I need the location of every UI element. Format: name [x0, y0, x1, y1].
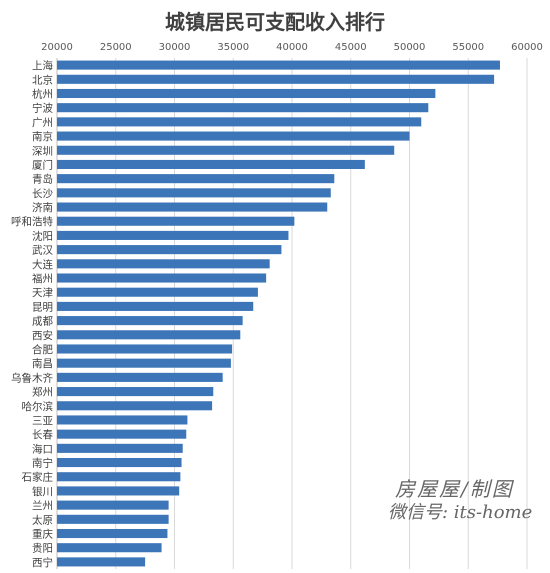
- chart-title: 城镇居民可支配收入排行: [165, 10, 385, 34]
- category-label: 福州: [32, 272, 53, 285]
- category-label: 兰州: [32, 499, 53, 512]
- bar: [57, 131, 410, 141]
- category-label: 太原: [32, 513, 53, 526]
- bar: [57, 188, 331, 198]
- bar: [57, 74, 495, 84]
- watermark-line1: 房屋屋/制图: [395, 477, 514, 501]
- category-label: 天津: [32, 287, 53, 299]
- category-label: 南京: [32, 130, 53, 143]
- category-label: 南昌: [32, 357, 53, 370]
- category-label: 海口: [32, 442, 53, 455]
- category-label: 贵阳: [32, 542, 53, 555]
- gridlines: [56, 58, 528, 569]
- bars: [57, 60, 500, 567]
- category-label: 长沙: [32, 188, 53, 200]
- bar: [57, 387, 214, 397]
- bar: [57, 103, 429, 113]
- category-label: 长春: [32, 429, 53, 441]
- x-tick-label: 55000: [452, 42, 484, 53]
- category-label: 三亚: [32, 415, 53, 427]
- x-tick-label: 25000: [100, 42, 132, 53]
- category-labels: 上海北京杭州宁波广州南京深圳厦门青岛长沙济南呼和浩特沈阳武汉大连福州天津昆明成都…: [11, 59, 53, 569]
- category-label: 南宁: [32, 457, 53, 470]
- category-label: 广州: [32, 117, 53, 129]
- bar: [57, 88, 436, 99]
- bar: [57, 60, 500, 70]
- x-tick-label: 40000: [276, 42, 308, 53]
- watermark-line2: 微信号: its-home: [388, 502, 533, 523]
- x-tick-label: 30000: [159, 42, 191, 53]
- x-tick-label: 35000: [217, 42, 249, 53]
- category-label: 武汉: [32, 244, 53, 257]
- bar: [57, 330, 241, 340]
- category-label: 西宁: [32, 556, 53, 569]
- category-label: 合肥: [32, 343, 53, 356]
- category-label: 大连: [32, 258, 53, 271]
- category-label: 沈阳: [32, 229, 53, 242]
- bar: [57, 344, 233, 354]
- x-tick-label: 60000: [511, 42, 543, 53]
- category-label: 北京: [32, 73, 53, 86]
- bar: [57, 287, 258, 297]
- category-label: 西安: [32, 329, 53, 342]
- bar: [57, 543, 162, 553]
- bar: [57, 557, 146, 567]
- x-axis-ticks: 20000 25000 30000 35000 40000 45000 50000 55000…: [41, 42, 543, 53]
- category-label: 杭州: [32, 87, 53, 100]
- bar: [57, 301, 254, 311]
- bar: [57, 117, 422, 127]
- bar: [57, 259, 270, 269]
- bar: [57, 415, 188, 425]
- bar: [57, 528, 168, 539]
- bar: [57, 174, 335, 184]
- category-label: 郑州: [32, 386, 53, 399]
- category-label: 石家庄: [22, 471, 54, 484]
- x-tick-label: 50000: [394, 42, 426, 53]
- bar: [57, 159, 365, 170]
- bar: [57, 514, 169, 524]
- bar: [57, 145, 395, 155]
- bar: [57, 372, 223, 382]
- bar: [57, 500, 169, 510]
- category-label: 厦门: [32, 158, 53, 171]
- category-label: 呼和浩特: [11, 216, 53, 228]
- bar: [57, 443, 183, 453]
- category-label: 济南: [32, 201, 53, 214]
- x-tick-label: 20000: [41, 42, 73, 53]
- x-tick-label: 45000: [335, 42, 367, 53]
- category-label: 乌鲁木齐: [11, 371, 53, 384]
- bar: [57, 245, 282, 255]
- category-label: 深圳: [32, 145, 53, 157]
- bar: [57, 230, 289, 240]
- category-label: 上海: [32, 59, 53, 72]
- category-label: 宁波: [32, 102, 53, 115]
- category-label: 青岛: [32, 173, 53, 186]
- bar: [57, 457, 182, 468]
- bar: [57, 216, 295, 226]
- category-label: 银川: [32, 485, 53, 498]
- category-label: 昆明: [32, 301, 53, 313]
- bar: [57, 316, 243, 326]
- category-label: 成都: [32, 316, 53, 328]
- bar: [57, 429, 187, 439]
- bar: [57, 401, 213, 411]
- category-label: 哈尔滨: [22, 400, 54, 413]
- bar: [57, 358, 231, 368]
- bar: [57, 273, 267, 283]
- category-label: 重庆: [32, 528, 53, 541]
- bar: [57, 202, 328, 212]
- bar: [57, 472, 181, 482]
- bar: [57, 486, 180, 496]
